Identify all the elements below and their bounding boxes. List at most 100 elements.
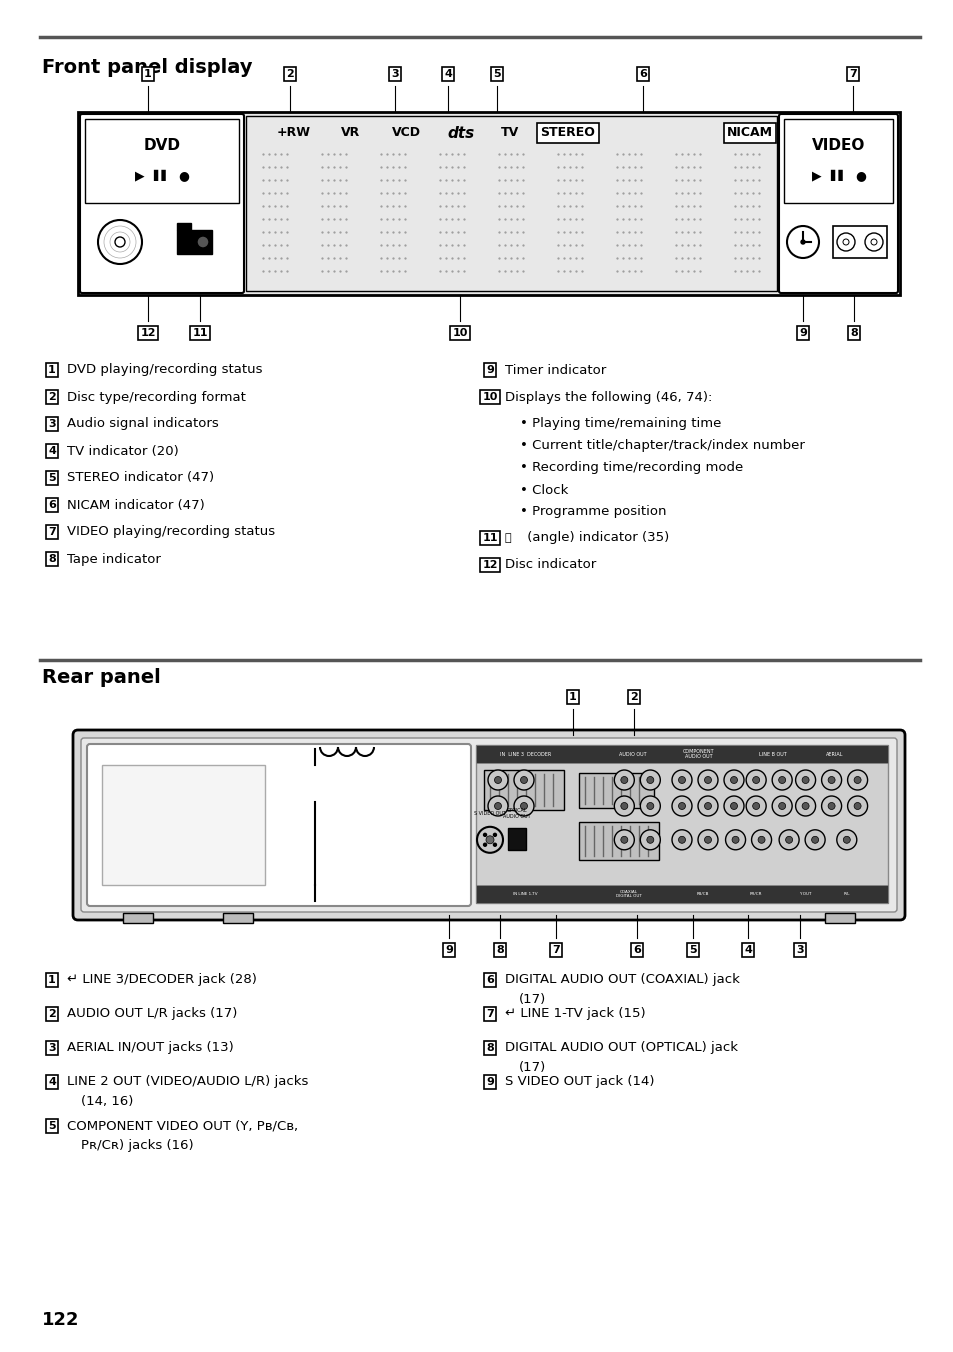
Text: • Programme position: • Programme position — [519, 506, 666, 519]
Circle shape — [483, 844, 486, 846]
Text: 122: 122 — [42, 1311, 79, 1329]
Circle shape — [758, 837, 764, 844]
Text: +RW: +RW — [276, 127, 311, 139]
Text: 5: 5 — [49, 1121, 56, 1132]
Circle shape — [488, 796, 507, 817]
Text: 3: 3 — [49, 1042, 56, 1053]
FancyBboxPatch shape — [832, 226, 886, 258]
Text: (angle) indicator (35): (angle) indicator (35) — [522, 531, 669, 545]
Text: 8: 8 — [849, 329, 857, 338]
Text: 1: 1 — [48, 975, 56, 986]
Text: AUDIO OUT L/R jacks (17): AUDIO OUT L/R jacks (17) — [67, 1007, 237, 1021]
Text: DIGITAL AUDIO OUT (OPTICAL) jack: DIGITAL AUDIO OUT (OPTICAL) jack — [504, 1041, 738, 1055]
Circle shape — [730, 776, 737, 784]
FancyBboxPatch shape — [78, 112, 899, 295]
Text: • Recording time/recording mode: • Recording time/recording mode — [519, 461, 742, 475]
Circle shape — [827, 776, 834, 784]
Text: S VIDEO OUT jack (14): S VIDEO OUT jack (14) — [504, 1075, 654, 1088]
Text: Disc type/recording format: Disc type/recording format — [67, 391, 246, 403]
Circle shape — [646, 776, 653, 784]
Circle shape — [801, 803, 808, 810]
Text: LINE B OUT: LINE B OUT — [758, 752, 785, 757]
Text: Timer indicator: Timer indicator — [504, 364, 605, 376]
Text: 8: 8 — [496, 945, 503, 955]
Text: 4: 4 — [743, 945, 751, 955]
Text: 3: 3 — [49, 419, 56, 429]
Circle shape — [730, 803, 737, 810]
Circle shape — [703, 776, 711, 784]
Text: NICAM: NICAM — [726, 127, 772, 139]
Text: ↵ LINE 3/DECODER jack (28): ↵ LINE 3/DECODER jack (28) — [67, 973, 256, 987]
Circle shape — [870, 239, 876, 245]
Text: 4: 4 — [48, 446, 56, 456]
Circle shape — [639, 796, 659, 817]
Circle shape — [827, 803, 834, 810]
Text: COMPONENT
AUDIO OUT: COMPONENT AUDIO OUT — [682, 749, 714, 760]
Circle shape — [476, 827, 502, 853]
Circle shape — [786, 226, 818, 258]
Text: 6: 6 — [639, 69, 646, 78]
Text: LINE 2 OUT (VIDEO/AUDIO L/R) jacks: LINE 2 OUT (VIDEO/AUDIO L/R) jacks — [67, 1075, 308, 1088]
Circle shape — [614, 771, 634, 790]
FancyBboxPatch shape — [85, 119, 239, 203]
Circle shape — [671, 796, 691, 817]
Text: IN  LINE 3  DECODER: IN LINE 3 DECODER — [499, 752, 551, 757]
FancyBboxPatch shape — [177, 230, 212, 254]
Text: AERIAL: AERIAL — [825, 752, 842, 757]
Circle shape — [485, 836, 494, 844]
Text: 5: 5 — [493, 69, 500, 78]
Text: ▶: ▶ — [811, 169, 821, 183]
Text: COAXIAL
DIGITAL OUT: COAXIAL DIGITAL OUT — [615, 890, 640, 898]
Circle shape — [639, 771, 659, 790]
FancyBboxPatch shape — [87, 744, 471, 906]
Text: (17): (17) — [518, 1061, 546, 1075]
Circle shape — [771, 796, 791, 817]
Text: R/L: R/L — [842, 892, 849, 896]
Text: dts: dts — [447, 126, 475, 141]
Circle shape — [821, 796, 841, 817]
Circle shape — [778, 803, 785, 810]
FancyBboxPatch shape — [80, 114, 244, 293]
Text: 3: 3 — [796, 945, 803, 955]
Text: 2: 2 — [48, 1009, 56, 1019]
FancyBboxPatch shape — [476, 745, 887, 903]
Text: VCD: VCD — [391, 127, 420, 139]
Text: 11: 11 — [193, 329, 208, 338]
Text: VIDEO playing/recording status: VIDEO playing/recording status — [67, 526, 274, 538]
Text: 2: 2 — [630, 692, 638, 702]
Circle shape — [731, 837, 739, 844]
Text: VIDEO: VIDEO — [811, 138, 864, 153]
FancyBboxPatch shape — [81, 738, 896, 913]
FancyBboxPatch shape — [476, 745, 887, 763]
Circle shape — [801, 241, 804, 243]
FancyBboxPatch shape — [476, 886, 887, 903]
FancyBboxPatch shape — [73, 730, 904, 919]
Circle shape — [671, 830, 691, 850]
Circle shape — [752, 776, 759, 784]
Circle shape — [723, 796, 743, 817]
Text: Rear panel: Rear panel — [42, 668, 161, 687]
Text: 2: 2 — [286, 69, 294, 78]
FancyBboxPatch shape — [177, 223, 191, 230]
Text: 2: 2 — [48, 392, 56, 402]
Circle shape — [671, 771, 691, 790]
Circle shape — [98, 220, 142, 264]
Circle shape — [725, 830, 745, 850]
Circle shape — [678, 803, 685, 810]
FancyBboxPatch shape — [507, 827, 525, 850]
Text: AERIAL IN/OUT jacks (13): AERIAL IN/OUT jacks (13) — [67, 1041, 233, 1055]
Text: (14, 16): (14, 16) — [81, 1095, 133, 1109]
Text: 9: 9 — [485, 365, 494, 375]
Text: ▶: ▶ — [135, 169, 145, 183]
Circle shape — [795, 771, 815, 790]
Text: Tape indicator: Tape indicator — [67, 553, 161, 565]
Text: 10: 10 — [452, 329, 467, 338]
Text: ↵ LINE 1-TV jack (15): ↵ LINE 1-TV jack (15) — [504, 1007, 645, 1021]
Text: ▌▌: ▌▌ — [153, 170, 171, 181]
Text: PR/CR: PR/CR — [749, 892, 761, 896]
Text: ●: ● — [178, 169, 190, 183]
Circle shape — [745, 796, 765, 817]
Circle shape — [779, 830, 799, 850]
Circle shape — [620, 776, 627, 784]
Circle shape — [836, 830, 856, 850]
